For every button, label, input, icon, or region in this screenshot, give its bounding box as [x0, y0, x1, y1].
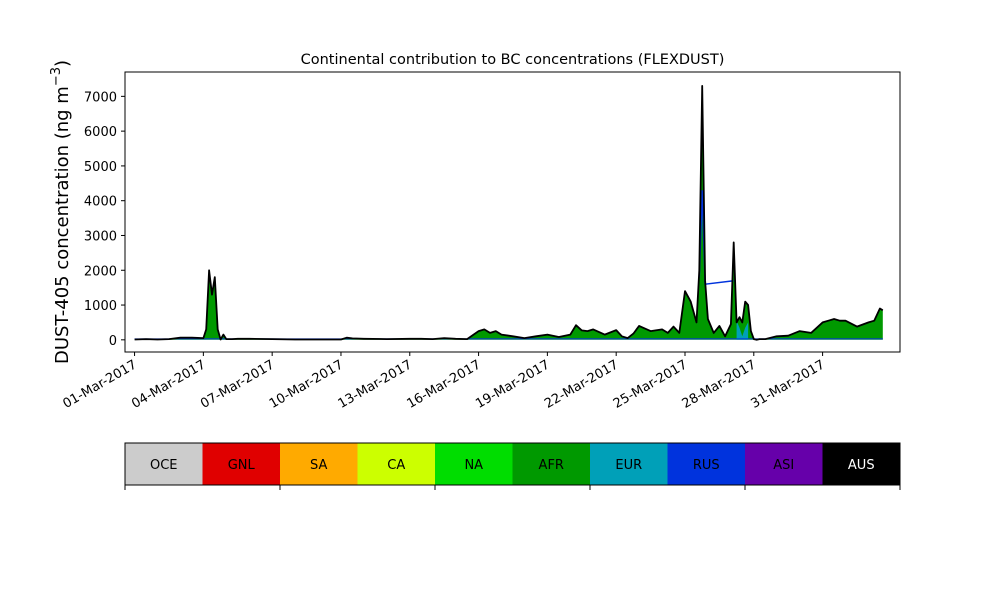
- line-total-aus: [134, 85, 884, 341]
- legend-label-ca: CA: [387, 458, 405, 473]
- legend-swatch-afr: [512, 443, 591, 485]
- chart-title: Continental contribution to BC concentra…: [301, 52, 725, 68]
- legend-swatch-rus: [667, 443, 746, 485]
- area-total-fill: [134, 85, 883, 340]
- legend-label-sa: SA: [310, 458, 327, 473]
- legend-swatch-oce: [125, 443, 203, 485]
- y-tick-label: 7000: [84, 90, 117, 105]
- x-tick-label: 10-Mar-2017: [267, 357, 346, 411]
- x-tick-label: 22-Mar-2017: [542, 357, 621, 411]
- x-tick-label: 25-Mar-2017: [611, 357, 690, 411]
- y-tick-label: 1000: [84, 299, 117, 314]
- y-axis-label: DUST-405 concentration (ng m−3): [49, 60, 73, 364]
- y-axis: 0 1000 2000 3000 4000 5000 6000 7000: [84, 90, 125, 349]
- legend-border: [124, 442, 901, 486]
- y-tick-label: 0: [109, 334, 117, 349]
- region-colorbar-legend: OCE GNL SA CA NA AFR EUR RUS ASI AUS: [124, 442, 901, 490]
- x-tick-label: 19-Mar-2017: [473, 357, 552, 411]
- x-tick-label: 01-Mar-2017: [60, 357, 139, 411]
- y-axis-label-close: ): [52, 60, 73, 67]
- y-tick-label: 2000: [84, 264, 117, 279]
- x-tick-label: 04-Mar-2017: [129, 357, 208, 411]
- legend-label-rus: RUS: [693, 458, 720, 473]
- x-tick-label: 31-Mar-2017: [748, 357, 827, 411]
- legend-label-na: NA: [464, 458, 483, 473]
- plot-border: [124, 71, 901, 353]
- plot-area: [124, 71, 901, 353]
- legend-swatch-ca: [357, 443, 436, 485]
- y-tick-label: 3000: [84, 229, 117, 244]
- legend-swatch-sa: [280, 443, 358, 485]
- legend-swatch-gnl: [202, 443, 281, 485]
- legend-label-gnl: GNL: [228, 458, 256, 473]
- legend-label-asi: ASI: [773, 458, 794, 473]
- legend-swatch-na: [435, 443, 513, 485]
- y-axis-label-main: DUST-405 concentration (ng m: [52, 86, 73, 364]
- legend-label-eur: EUR: [615, 458, 642, 473]
- y-tick-label: 6000: [84, 125, 117, 140]
- y-tick-label: 5000: [84, 160, 117, 175]
- legend-label-aus: AUS: [848, 458, 875, 473]
- legend-swatch-asi: [745, 443, 823, 485]
- x-tick-label: 16-Mar-2017: [404, 357, 483, 411]
- legend-swatch-aus: [822, 443, 901, 485]
- data-layer: [134, 85, 884, 341]
- y-axis-label-exponent: −3: [49, 67, 64, 86]
- legend-label-oce: OCE: [150, 458, 178, 473]
- legend-swatch-eur: [590, 443, 668, 485]
- legend-label-afr: AFR: [539, 458, 564, 473]
- plot-frame: [125, 72, 900, 352]
- x-tick-label: 07-Mar-2017: [198, 357, 277, 411]
- x-tick-label: 13-Mar-2017: [336, 357, 415, 411]
- area-eur: [736, 320, 749, 340]
- x-axis: 01-Mar-201704-Mar-201707-Mar-201710-Mar-…: [60, 352, 828, 412]
- y-tick-label: 4000: [84, 195, 117, 210]
- x-tick-label: 28-Mar-2017: [680, 357, 759, 411]
